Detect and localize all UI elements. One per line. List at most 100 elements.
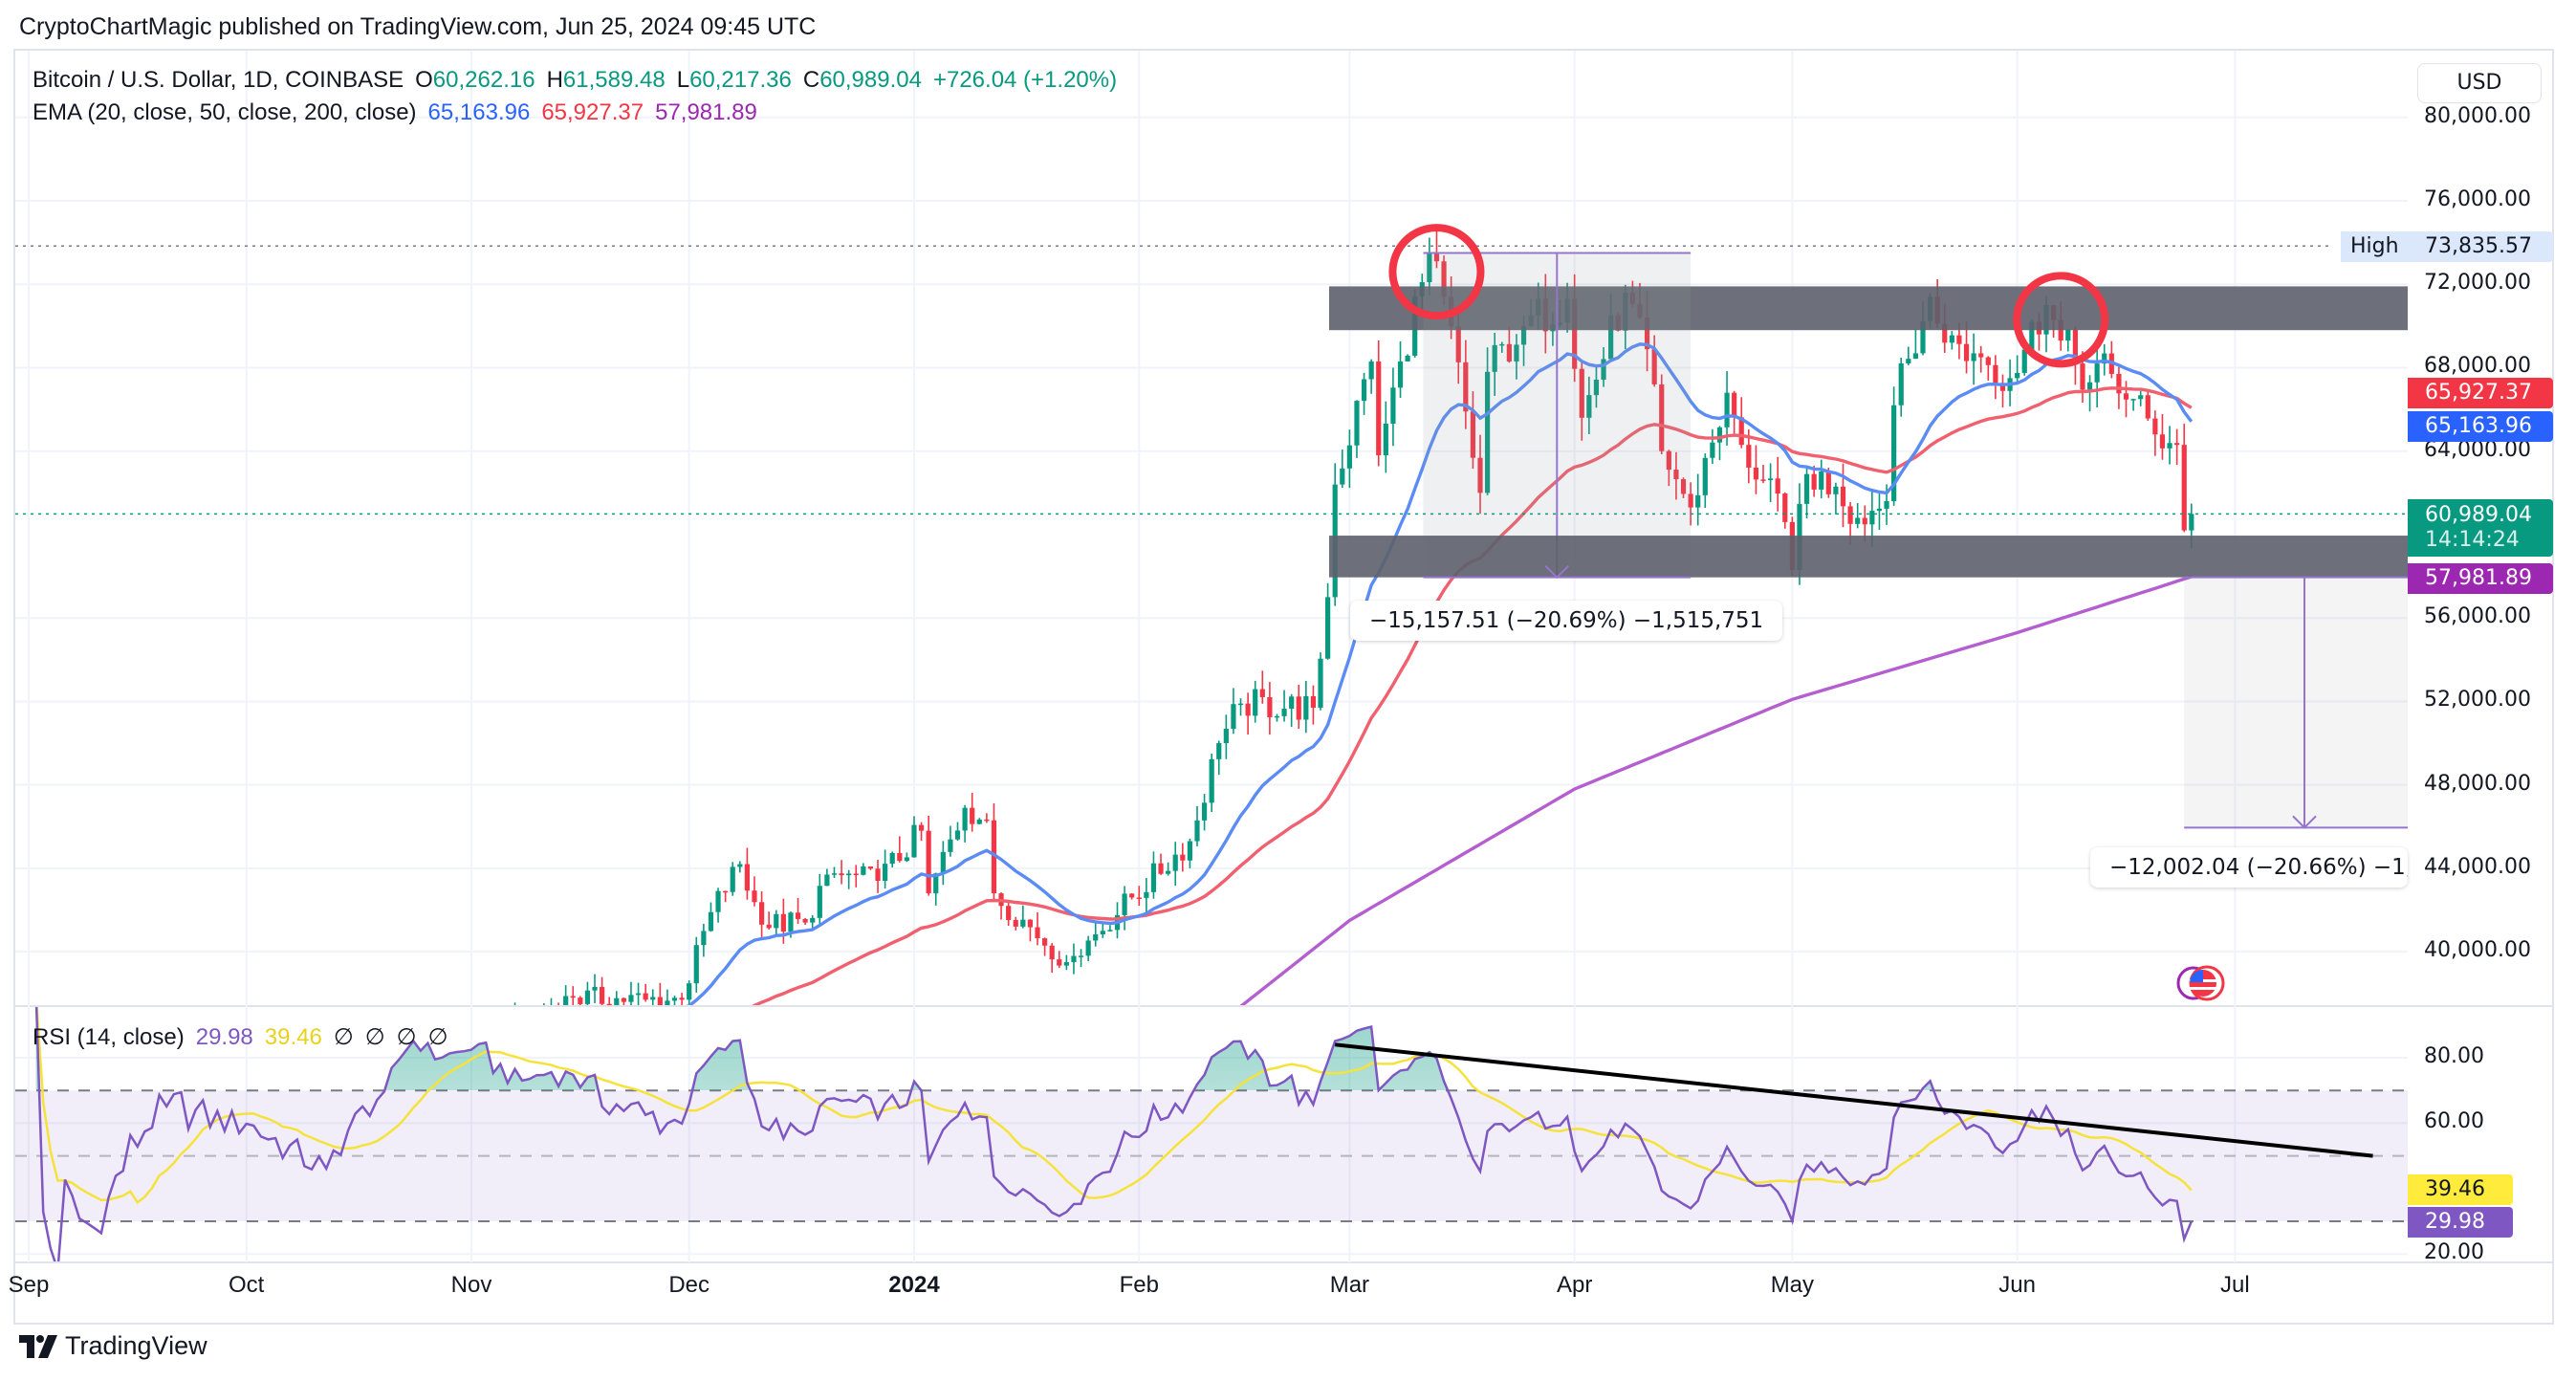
candle-body [1644,317,1650,350]
candle-body [1245,703,1251,716]
candle-body [535,1015,539,1020]
time-label: Apr [1556,1272,1593,1298]
candle-body [954,830,961,840]
rsi-ma-line [35,1007,2193,1205]
candle-body [1993,364,1998,384]
candle-body [1985,357,1991,365]
candle-body [1666,450,1671,471]
candle-body [527,1020,532,1023]
candle-body [1078,955,1084,957]
candle-body [780,913,786,932]
ema50-badge: 65,927.37 [2408,378,2553,408]
candle-body [1259,689,1265,697]
ema200-value: 57,981.89 [655,99,757,125]
candle-body [1136,897,1142,899]
rsi-tick: 20.00 [2424,1240,2484,1265]
candle-body [788,912,794,932]
rsi-legend: RSI (14, close) 29.98 39.46 ∅ ∅ ∅ ∅ [33,1023,448,1051]
rsi-tick: 80.00 [2424,1044,2484,1068]
candle-body [563,996,569,1005]
candle-body [911,824,917,858]
last-price: 60,989.04 [2425,503,2532,527]
price-tick: 48,000.00 [2424,771,2531,796]
ema20-line [686,342,2194,1005]
tradingview-logo[interactable]: TradingView [19,1331,207,1361]
candle-body [1673,470,1679,480]
candle-body [948,839,953,852]
candle-body [128,1239,133,1250]
candle-body [940,851,946,874]
candle-body [491,1031,495,1046]
candle-body [1063,962,1069,966]
candle-body [2086,382,2093,390]
rsi-tick: 60.00 [2424,1109,2484,1134]
candle-body [1057,959,1062,966]
candle-body [1869,511,1875,525]
candle-body [795,912,801,919]
candle-body [70,1249,75,1252]
time-label: Nov [450,1272,492,1298]
candle-body [1514,344,1519,362]
candle-body [142,1236,147,1241]
candle-body [1027,919,1034,928]
candle-body [1847,506,1853,524]
candle-body [758,902,765,925]
measure-label-1[interactable]: −15,157.51 (−20.69%) −1,515,751 [1350,601,1783,641]
candle-body [1876,508,1883,512]
candle-body [2189,514,2194,531]
candle-body [752,890,757,903]
candle-body [991,820,997,894]
candle-body [867,866,874,869]
candle-body [120,1250,125,1252]
candle-body [1971,353,1976,362]
candle-body [2167,443,2172,449]
rsi-title[interactable]: RSI (14, close) [33,1024,185,1050]
price-pane[interactable] [15,224,2408,1268]
candle-body [1680,479,1687,494]
candle-body [33,1243,38,1245]
rsi-ma-badge: 39.46 [2408,1174,2513,1205]
candle-body [1013,919,1018,927]
time-label: Mar [1329,1272,1370,1298]
candle-body [1253,689,1258,716]
candle-body [1042,938,1048,946]
candle-body [1166,870,1171,874]
candle-body [1608,315,1614,360]
candle-body [933,873,939,894]
candle-body [1289,696,1295,710]
time-label: Feb [1119,1272,1159,1298]
candle-body [1586,395,1592,418]
candle-body [635,993,642,996]
ema-title[interactable]: EMA (20, close, 50, close, 200, close) [33,99,417,125]
candle-body [1710,442,1715,458]
rsi-pane[interactable] [15,993,2408,1271]
candle-body [1144,891,1149,898]
rsi-line [34,1007,2193,1261]
chart-frame [13,49,2554,1325]
price-tick: 72,000.00 [2424,271,2531,296]
candle-body [498,1030,503,1046]
candle-body [984,819,990,822]
currency-button[interactable]: USD [2417,63,2542,103]
candle-body [1833,486,1839,494]
candle-body [1651,349,1657,384]
ema-legend: EMA (20, close, 50, close, 200, close) 6… [33,99,757,126]
time-label: 2024 [888,1272,940,1298]
candle-body [1100,931,1105,934]
candle-body [1085,940,1091,956]
candle-body [1912,353,1918,360]
measure-label-2[interactable]: −12,002.04 (−20.66%) −1, [2090,847,2408,888]
time-label: Sep [8,1272,50,1298]
bar-countdown: 14:14:24 [2425,528,2520,552]
candle-body [1390,387,1396,424]
candle-body [1455,326,1461,362]
ema50-line [752,386,2193,1005]
candle-body [1397,361,1404,388]
candle-body [875,868,881,882]
candle-body [1768,478,1774,481]
flags-icon[interactable] [2176,965,2225,1001]
symbol-title[interactable]: Bitcoin / U.S. Dollar, 1D, COINBASE [33,67,404,93]
resistance-zone [1329,286,2408,331]
candle-body [1231,704,1236,730]
